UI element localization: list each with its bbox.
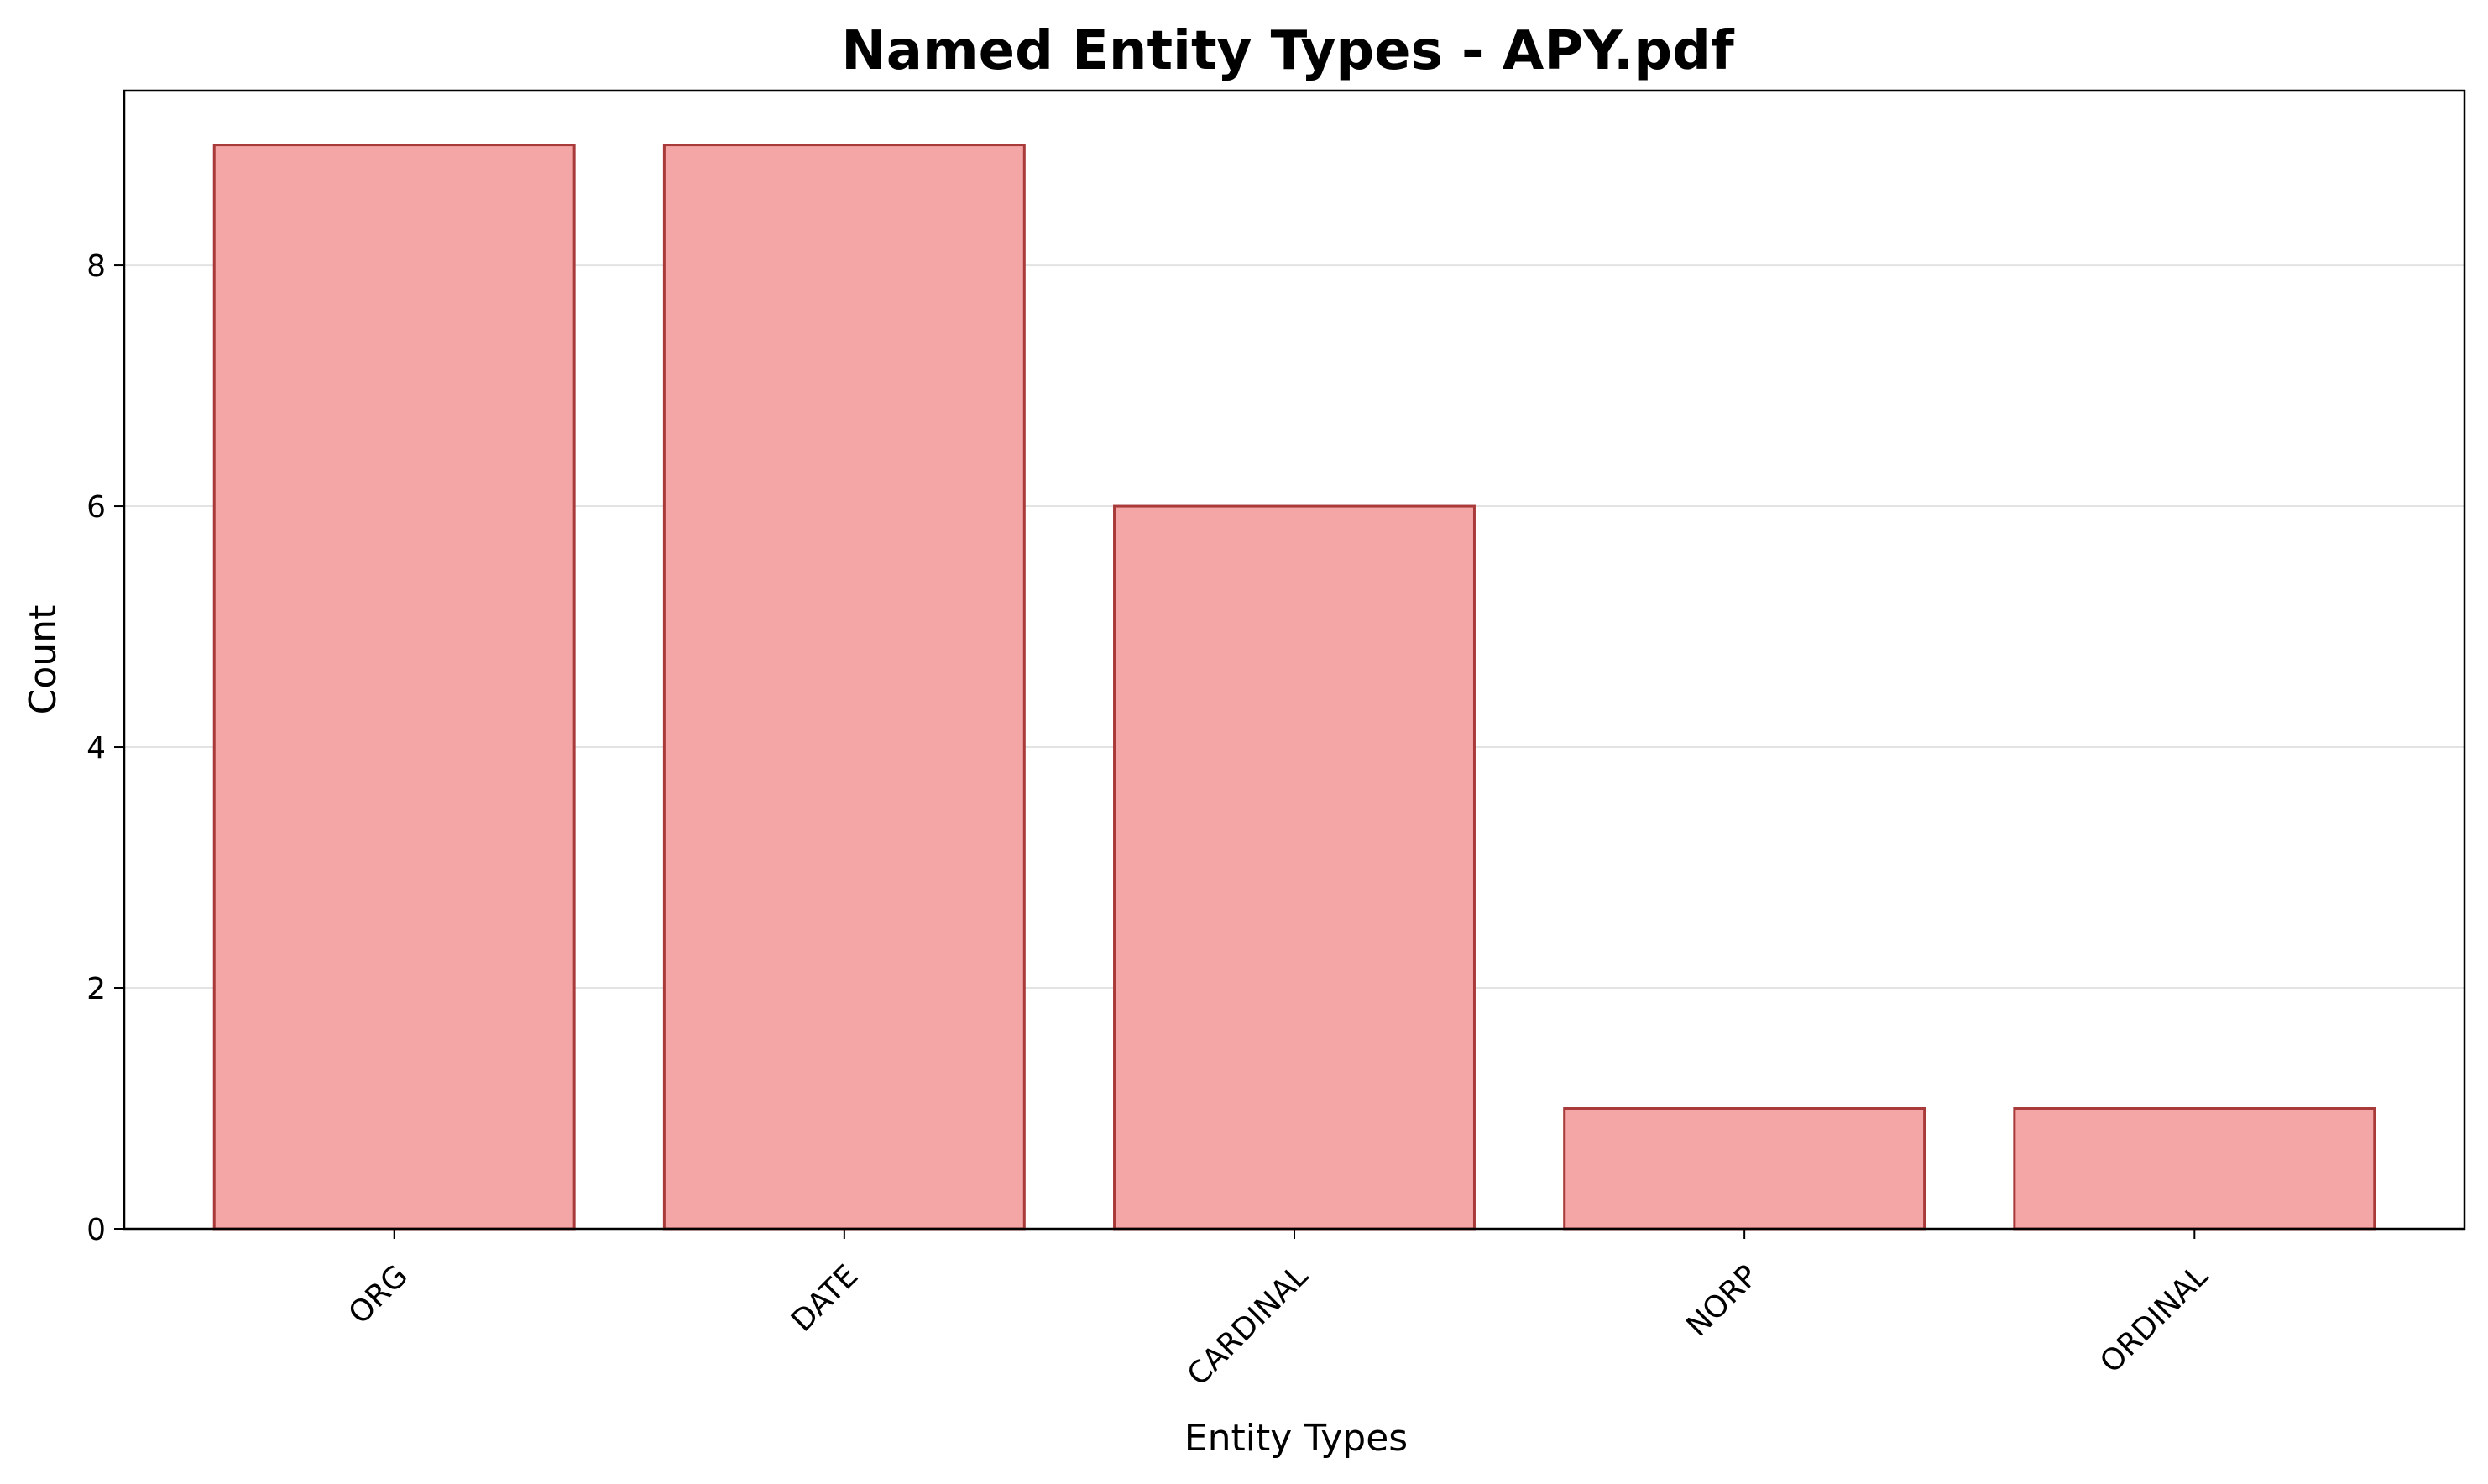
y-tick-label: 2 xyxy=(86,972,106,1006)
bars xyxy=(212,144,2376,1231)
bar-date xyxy=(662,144,1026,1231)
y-axis-ticks: 0 2 4 6 8 xyxy=(86,249,124,1247)
bar-norp xyxy=(1563,1107,1926,1231)
y-tick-label: 4 xyxy=(86,731,106,766)
y-tick-label: 8 xyxy=(86,249,106,284)
x-axis-label: Entity Types xyxy=(1184,1417,1408,1460)
bar-ordinal xyxy=(2013,1107,2376,1231)
chart-title: Named Entity Types - APY.pdf xyxy=(841,20,1735,82)
bar-cardinal xyxy=(1113,504,1476,1231)
y-tick-label: 0 xyxy=(86,1213,106,1247)
y-axis-label: Count xyxy=(22,605,65,715)
y-tick-label: 6 xyxy=(86,490,106,525)
bar-org xyxy=(212,144,576,1231)
